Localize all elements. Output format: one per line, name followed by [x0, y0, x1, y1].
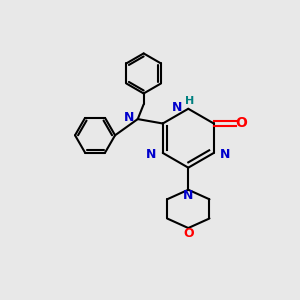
- Text: N: N: [124, 111, 134, 124]
- Text: N: N: [146, 148, 156, 161]
- Text: N: N: [183, 188, 194, 202]
- Text: H: H: [185, 95, 194, 106]
- Text: O: O: [183, 227, 194, 240]
- Text: N: N: [220, 148, 231, 161]
- Text: N: N: [171, 101, 182, 114]
- Text: O: O: [235, 116, 247, 130]
